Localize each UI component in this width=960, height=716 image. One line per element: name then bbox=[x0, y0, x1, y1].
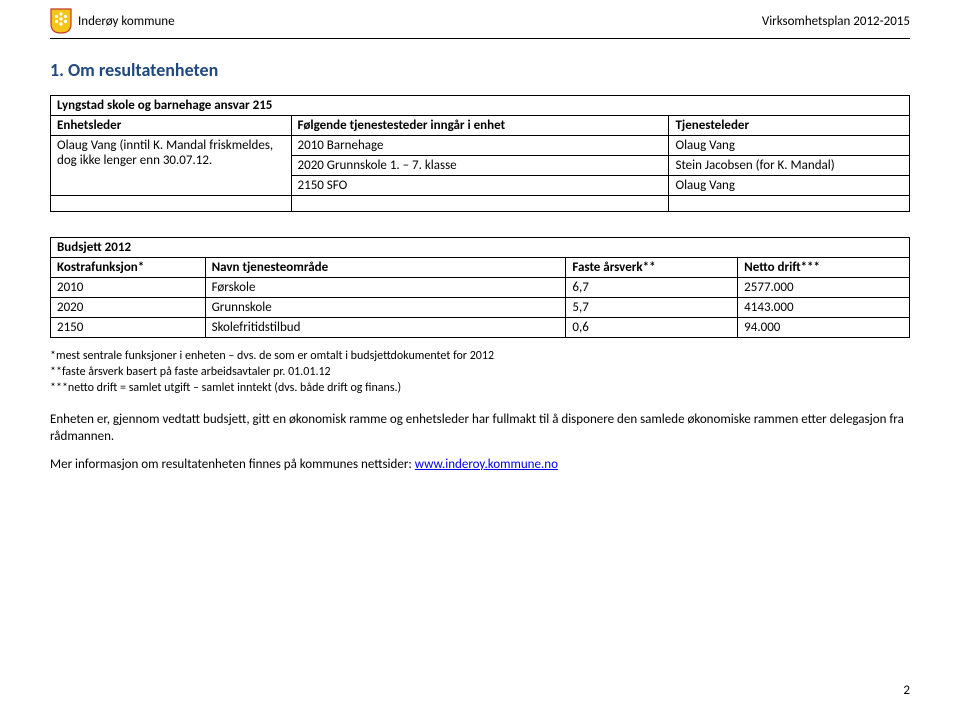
unit-info-table: Lyngstad skole og barnehage ansvar 215 E… bbox=[50, 95, 910, 212]
unit-header-services: Følgende tjenestesteder inngår i enhet bbox=[291, 116, 669, 136]
service-cell: 2010 Barnehage bbox=[291, 136, 669, 156]
area-cell: Skolefritidstilbud bbox=[205, 318, 566, 338]
page-header: Inderøy kommune Virksomhetsplan 2012-201… bbox=[50, 0, 910, 39]
unit-leader-text: Olaug Vang (inntil K. Mandal friskmeldes… bbox=[51, 136, 292, 196]
service-leader-cell: Stein Jacobsen (for K. Mandal) bbox=[669, 156, 910, 176]
budget-header-fte: Faste årsverk** bbox=[566, 258, 738, 278]
area-cell: Grunnskole bbox=[205, 298, 566, 318]
section-heading: 1. Om resultatenheten bbox=[50, 59, 910, 81]
municipality-crest-icon bbox=[50, 8, 72, 34]
unit-header-serviceleader: Tjenesteleder bbox=[669, 116, 910, 136]
service-leader-cell: Olaug Vang bbox=[669, 176, 910, 196]
drift-cell: 2577.000 bbox=[738, 278, 910, 298]
kostra-cell: 2150 bbox=[51, 318, 206, 338]
fte-cell: 5,7 bbox=[566, 298, 738, 318]
drift-cell: 4143.000 bbox=[738, 298, 910, 318]
page-number: 2 bbox=[903, 683, 910, 698]
paragraph-1: Enheten er, gjennom vedtatt budsjett, gi… bbox=[50, 411, 910, 446]
unit-title-row: Lyngstad skole og barnehage ansvar 215 bbox=[51, 96, 910, 116]
footnote-2: **faste årsverk basert på faste arbeidsa… bbox=[50, 364, 910, 380]
fte-cell: 0,6 bbox=[566, 318, 738, 338]
table-row: 2020 Grunnskole 5,7 4143.000 bbox=[51, 298, 910, 318]
budget-header-area: Navn tjenesteområde bbox=[205, 258, 566, 278]
footnotes: *mest sentrale funksjoner i enheten – dv… bbox=[50, 348, 910, 397]
unit-header-leader: Enhetsleder bbox=[51, 116, 292, 136]
budget-title: Budsjett 2012 bbox=[51, 238, 910, 258]
budget-header-kostra: Kostrafunksjon* bbox=[51, 258, 206, 278]
website-link[interactable]: www.inderoy.kommune.no bbox=[415, 457, 558, 472]
footnote-3: ***netto drift = samlet utgift – samlet … bbox=[50, 380, 910, 396]
table-row: 2010 Førskole 6,7 2577.000 bbox=[51, 278, 910, 298]
paragraph-2-prefix: Mer informasjon om resultatenheten finne… bbox=[50, 457, 415, 472]
empty-cell bbox=[291, 196, 669, 212]
footnote-1: *mest sentrale funksjoner i enheten – dv… bbox=[50, 348, 910, 364]
table-row: 2150 Skolefritidstilbud 0,6 94.000 bbox=[51, 318, 910, 338]
document-title: Virksomhetsplan 2012-2015 bbox=[762, 14, 910, 29]
empty-cell bbox=[669, 196, 910, 212]
service-leader-cell: Olaug Vang bbox=[669, 136, 910, 156]
budget-header-drift: Netto drift*** bbox=[738, 258, 910, 278]
drift-cell: 94.000 bbox=[738, 318, 910, 338]
paragraph-2: Mer informasjon om resultatenheten finne… bbox=[50, 456, 910, 474]
budget-table: Budsjett 2012 Kostrafunksjon* Navn tjene… bbox=[50, 237, 910, 338]
service-cell: 2150 SFO bbox=[291, 176, 669, 196]
area-cell: Førskole bbox=[205, 278, 566, 298]
service-cell: 2020 Grunnskole 1. – 7. klasse bbox=[291, 156, 669, 176]
municipality-name: Inderøy kommune bbox=[78, 14, 175, 29]
kostra-cell: 2020 bbox=[51, 298, 206, 318]
fte-cell: 6,7 bbox=[566, 278, 738, 298]
empty-cell bbox=[51, 196, 292, 212]
header-left: Inderøy kommune bbox=[50, 8, 175, 34]
kostra-cell: 2010 bbox=[51, 278, 206, 298]
